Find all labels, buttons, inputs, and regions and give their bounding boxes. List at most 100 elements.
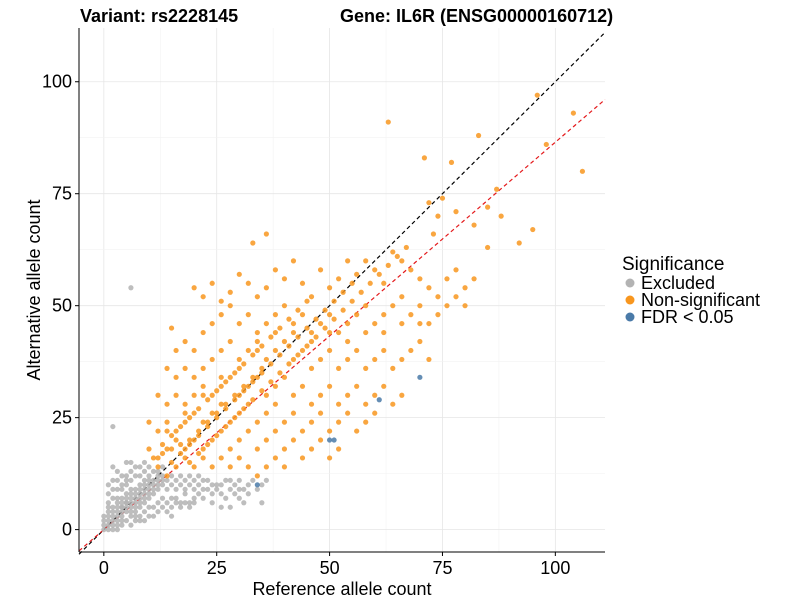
data-point-non-significant (182, 419, 188, 425)
data-point-excluded (114, 504, 120, 510)
data-point-excluded (146, 473, 152, 479)
data-point-excluded (236, 486, 242, 492)
data-point-excluded (137, 518, 143, 524)
data-point-excluded (200, 477, 206, 483)
data-point-excluded (164, 509, 170, 515)
data-point-non-significant (159, 441, 166, 448)
data-point-non-significant (426, 320, 432, 327)
data-point-non-significant (155, 455, 161, 461)
data-point-excluded (137, 513, 143, 519)
data-point-excluded (191, 486, 197, 492)
data-point-excluded (173, 477, 179, 483)
data-point-non-significant (326, 329, 333, 336)
data-point-non-significant (336, 401, 342, 407)
data-point-non-significant (218, 383, 224, 389)
data-point-non-significant (254, 473, 260, 479)
data-point-non-significant (263, 285, 269, 291)
data-point-excluded (137, 500, 143, 506)
data-point-non-significant (336, 365, 342, 371)
data-point-non-significant (290, 329, 297, 336)
chart-title-gene: Gene: IL6R (ENSG00000160712) (340, 6, 613, 26)
data-point-non-significant (196, 450, 202, 457)
data-point-excluded (101, 513, 107, 519)
data-point-non-significant (448, 159, 455, 165)
data-point-non-significant (485, 244, 491, 251)
data-point-excluded (137, 482, 143, 488)
data-point-excluded (191, 500, 197, 506)
data-point-excluded (227, 504, 233, 510)
data-point-non-significant (345, 356, 351, 363)
legend-label-excluded: Excluded (641, 273, 715, 293)
data-point-non-significant (250, 374, 256, 380)
data-point-excluded (141, 468, 148, 474)
data-point-non-significant (259, 365, 265, 371)
data-point-non-significant (232, 415, 238, 421)
data-point-excluded (141, 491, 148, 497)
data-point-excluded (200, 486, 206, 492)
data-point-excluded (159, 473, 166, 479)
data-point-excluded (187, 482, 193, 488)
data-point-non-significant (209, 280, 215, 286)
data-point-excluded (128, 468, 134, 474)
data-point-excluded (128, 285, 134, 291)
data-point-non-significant (263, 410, 269, 416)
data-point-non-significant (200, 392, 206, 398)
data-point-non-significant (227, 374, 233, 380)
data-point-non-significant (155, 428, 161, 434)
data-point-non-significant (354, 383, 360, 389)
data-point-non-significant (209, 464, 215, 470)
data-point-non-significant (435, 312, 441, 318)
data-point-excluded (119, 509, 125, 515)
data-point-excluded (123, 500, 130, 506)
data-point-non-significant (299, 280, 306, 286)
x-tick-label: 75 (432, 558, 452, 578)
data-point-non-significant (444, 276, 450, 282)
data-point-excluded (105, 509, 111, 515)
data-point-non-significant (227, 464, 233, 470)
data-point-excluded (132, 504, 139, 510)
data-point-excluded (150, 482, 157, 488)
data-point-non-significant (345, 410, 351, 416)
data-point-non-significant (191, 285, 197, 291)
data-point-non-significant (245, 280, 251, 286)
data-point-excluded (164, 500, 170, 506)
data-point-non-significant (272, 267, 279, 273)
data-point-excluded (159, 482, 166, 488)
data-point-excluded (187, 504, 193, 510)
data-point-non-significant (227, 303, 233, 309)
data-point-excluded (105, 522, 111, 528)
data-point-non-significant (349, 280, 355, 286)
data-point-non-significant (236, 320, 242, 327)
data-point-excluded (132, 500, 139, 506)
data-point-non-significant (308, 294, 315, 300)
data-point-non-significant (390, 303, 396, 309)
data-point-excluded (128, 459, 134, 466)
data-point-excluded (137, 464, 143, 470)
data-point-non-significant (254, 374, 260, 380)
data-point-non-significant (272, 455, 279, 461)
data-point-non-significant (426, 285, 432, 291)
data-point-non-significant (182, 446, 188, 452)
data-point-non-significant (214, 410, 220, 416)
data-point-excluded (155, 509, 161, 515)
data-point-excluded (218, 491, 224, 497)
data-point-non-significant (263, 437, 269, 443)
data-point-non-significant (354, 428, 360, 434)
data-point-non-significant (164, 365, 170, 371)
data-point-excluded (110, 522, 116, 528)
data-point-non-significant (250, 352, 256, 358)
data-point-non-significant (245, 428, 251, 434)
data-point-non-significant (232, 392, 238, 398)
data-point-excluded (132, 509, 139, 515)
data-point-excluded (146, 504, 152, 510)
data-point-non-significant (173, 437, 179, 443)
data-point-non-significant (295, 352, 301, 358)
data-point-non-significant (254, 347, 260, 354)
data-point-non-significant (187, 415, 193, 421)
data-point-non-significant (417, 338, 423, 345)
data-point-non-significant (354, 312, 360, 318)
data-point-excluded (173, 495, 179, 501)
data-point-non-significant (308, 419, 315, 425)
data-point-excluded (123, 473, 130, 479)
data-point-non-significant (254, 419, 260, 425)
